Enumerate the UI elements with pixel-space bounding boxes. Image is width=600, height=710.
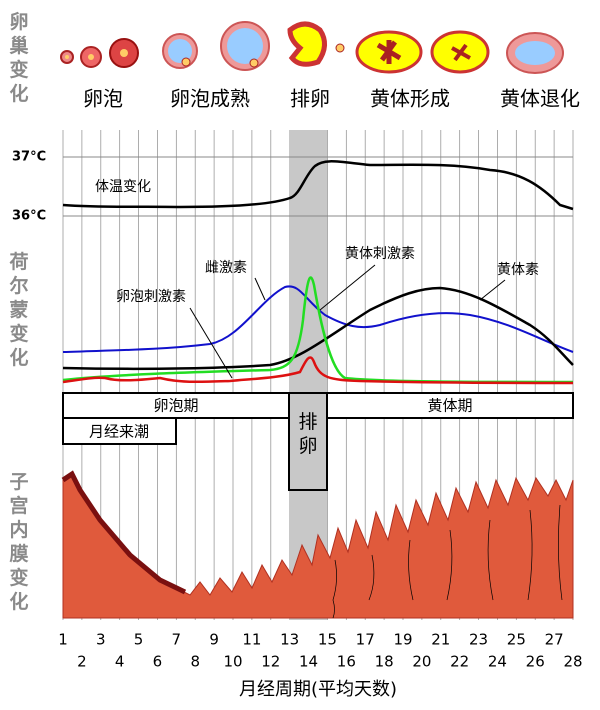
- stage-label: 黄体退化: [500, 87, 580, 111]
- endometrium-edge: [61, 470, 187, 595]
- day-label: 10: [223, 653, 242, 671]
- hormone-title: 荷尔蒙变化: [9, 251, 29, 369]
- day-label: 21: [431, 631, 450, 649]
- progesterone-curve: [62, 286, 574, 371]
- day-label: 4: [115, 653, 125, 671]
- stage-label: 排卵: [290, 87, 330, 111]
- curve-labels: 体温变化 雌激素 黄体刺激素 黄体素 卵泡刺激素: [95, 179, 539, 305]
- day-label: 28: [563, 653, 582, 671]
- ovulation-box: [288, 392, 328, 491]
- day-label: 18: [375, 653, 394, 671]
- day-label: 20: [412, 653, 431, 671]
- day-label: 9: [209, 631, 219, 649]
- day-label: 22: [450, 653, 469, 671]
- fsh-label: 卵泡刺激素: [116, 288, 186, 305]
- ovary-icons: [60, 21, 564, 74]
- day-label: 12: [261, 653, 280, 671]
- fsh-curve: [62, 356, 574, 385]
- axis-title: 月经周期(平均天数): [239, 679, 397, 700]
- day-label: 16: [337, 653, 356, 671]
- ovulation-band: [289, 130, 327, 620]
- menstruation-box: [62, 417, 177, 445]
- estrogen-label: 雌激素: [205, 259, 247, 276]
- day-label: 19: [393, 631, 412, 649]
- temperature-curve: [62, 160, 574, 211]
- luteal-label: 黄体期: [427, 397, 472, 415]
- lh-label: 黄体刺激素: [345, 245, 415, 262]
- ovulation-label: 排卵: [298, 411, 318, 457]
- day-label: 23: [469, 631, 488, 649]
- day-label: 1: [58, 631, 68, 649]
- luteal-box: [326, 392, 574, 419]
- glands: [332, 504, 563, 619]
- progesterone-label: 黄体素: [497, 261, 539, 278]
- day-label: 24: [488, 653, 507, 671]
- day-label: 6: [153, 653, 163, 671]
- temp-low-label: 36°C: [12, 209, 46, 224]
- day-label: 15: [318, 631, 337, 649]
- endometrium: [62, 473, 574, 619]
- day-label: 3: [96, 631, 106, 649]
- day-label: 14: [299, 653, 318, 671]
- day-label: 7: [172, 631, 182, 649]
- day-label: 5: [134, 631, 144, 649]
- temp-label: 体温变化: [95, 179, 151, 195]
- stage-label: 卵泡成熟: [170, 87, 250, 111]
- endometrium-title: 子宫内膜变化: [9, 471, 29, 613]
- day-label: 11: [242, 631, 261, 649]
- menstruation-label: 月经来潮: [89, 423, 149, 441]
- ovary-title: 卵巢变化: [9, 11, 29, 105]
- follicular-label: 卵泡期: [153, 397, 198, 415]
- day-label: 2: [77, 653, 87, 671]
- stage-label: 卵泡: [83, 87, 123, 111]
- day-label: 13: [280, 631, 299, 649]
- estrogen-curve: [62, 285, 574, 353]
- day-label: 27: [545, 631, 564, 649]
- temp-high-label: 37°C: [12, 150, 46, 165]
- day-label: 26: [526, 653, 545, 671]
- day-label: 17: [356, 631, 375, 649]
- day-label: 25: [507, 631, 526, 649]
- stage-label: 黄体形成: [370, 87, 450, 111]
- day-label: 8: [190, 653, 200, 671]
